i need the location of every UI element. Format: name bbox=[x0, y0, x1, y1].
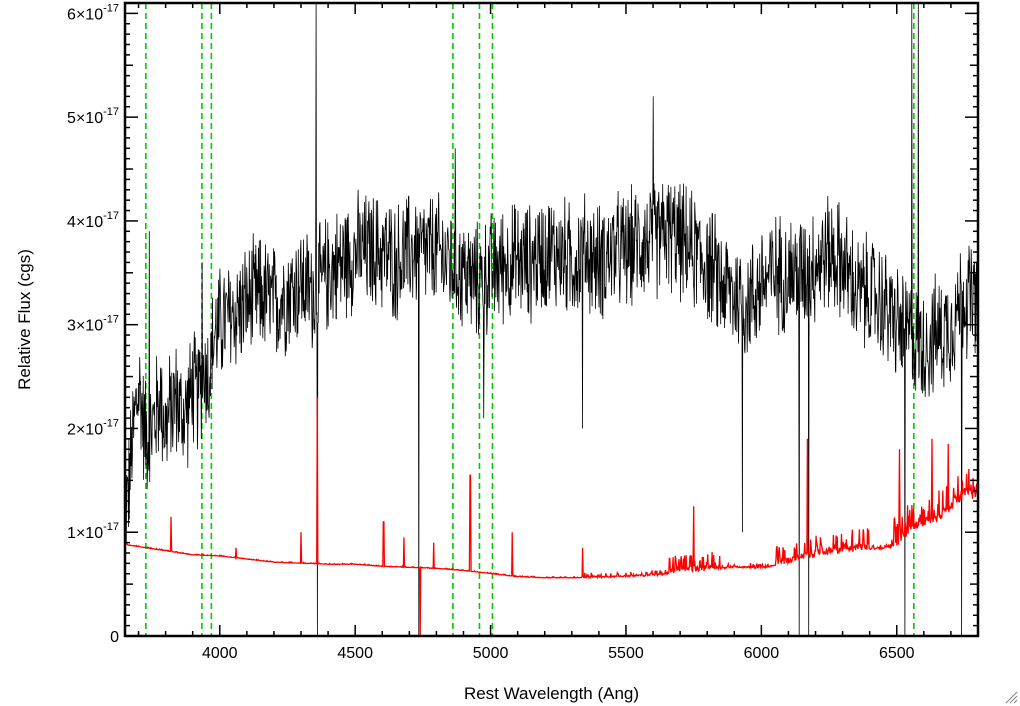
model-spectrum-line bbox=[125, 397, 978, 636]
plot-frame bbox=[123, 1, 980, 638]
axis-labels: 4000 4500 5000 5500 6000 6500 0 1×10-17 2×10-17 3… bbox=[67, 2, 915, 662]
y-tick-label: 0 bbox=[110, 629, 119, 646]
y-tick-label: 2×10-17 bbox=[67, 417, 119, 438]
y-tick-label: 4×10-17 bbox=[67, 210, 119, 231]
observed-spectrum-line bbox=[125, 3, 978, 636]
y-tick-label: 6×10-17 bbox=[67, 2, 119, 23]
x-tick-label: 4000 bbox=[202, 645, 238, 662]
plot-area bbox=[125, 3, 978, 636]
y-tick-label: 5×10-17 bbox=[67, 106, 119, 127]
axes-frame bbox=[123, 1, 980, 638]
x-axis-title: Rest Wavelength (Ang) bbox=[464, 684, 639, 703]
x-tick-label: 6500 bbox=[879, 645, 915, 662]
resize-grip-icon[interactable] bbox=[1004, 690, 1018, 704]
y-tick-label: 3×10-17 bbox=[67, 314, 119, 335]
x-tick-label: 4500 bbox=[337, 645, 373, 662]
y-axis-title: Relative Flux (cgs) bbox=[15, 249, 34, 390]
x-tick-label: 5500 bbox=[608, 645, 644, 662]
x-tick-label: 6000 bbox=[744, 645, 780, 662]
axis-ticks bbox=[125, 2, 979, 637]
y-tick-label: 1×10-17 bbox=[67, 521, 119, 542]
x-tick-label: 5000 bbox=[473, 645, 509, 662]
